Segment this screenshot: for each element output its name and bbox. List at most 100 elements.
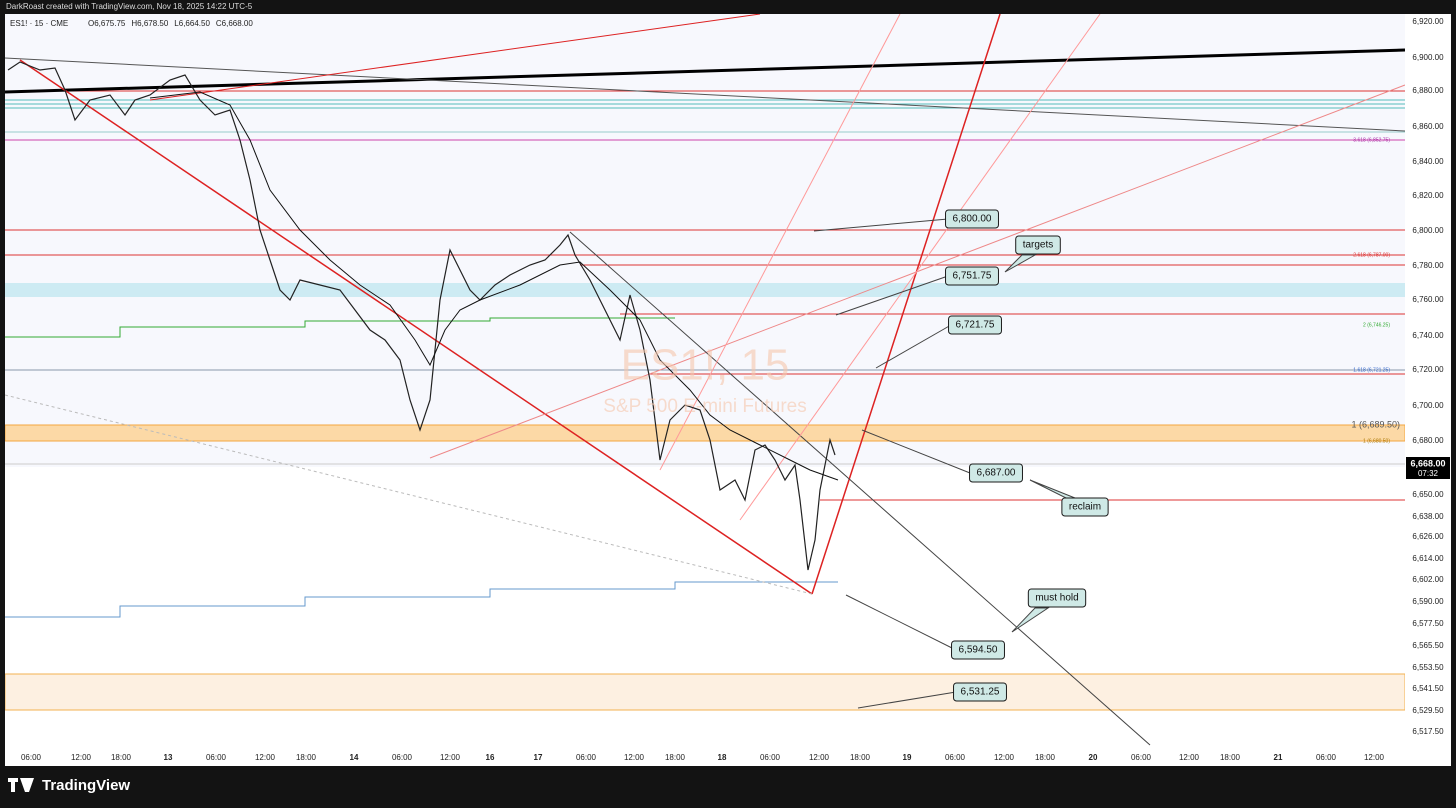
time-label: 12:00 (624, 753, 645, 762)
moving-average (149, 91, 839, 481)
annotation-box (951, 640, 1005, 660)
price-label: 6,720.00 (1412, 365, 1444, 374)
time-label: 13 (164, 753, 173, 762)
ohlc-value: C6,668.00 (216, 19, 253, 28)
price-label: 6,638.00 (1412, 512, 1444, 521)
price-label: 6,700.00 (1412, 401, 1444, 410)
time-label: 06:00 (1131, 753, 1152, 762)
annotation: must hold (1027, 588, 1087, 608)
time-label: 12:00 (255, 753, 276, 762)
price-axis (1405, 14, 1456, 767)
annotation-text: 6,531.25 (961, 687, 1000, 698)
annotation: 6,721.75 (948, 315, 1002, 335)
time-label: 12:00 (1364, 753, 1385, 762)
time-label: 12:00 (1179, 753, 1200, 762)
levels (4, 13, 1406, 746)
price-label: 6,541.50 (1412, 684, 1444, 693)
price-label: 6,529.50 (1412, 706, 1444, 715)
time-label: 18:00 (850, 753, 871, 762)
annotation-box (953, 682, 1007, 702)
ohlc-value: L6,664.50 (174, 19, 210, 28)
time-label: 18:00 (1035, 753, 1056, 762)
annotation-box (1061, 497, 1109, 517)
time-label: 06:00 (392, 753, 413, 762)
annotation-text: 6,751.75 (953, 271, 992, 282)
annotation-text: reclaim (1069, 502, 1101, 513)
annotation-text: targets (1023, 240, 1054, 251)
fib-label: 1 (6,689.50) (1351, 419, 1400, 429)
price-label: 6,626.00 (1412, 532, 1444, 541)
annotation-box (969, 463, 1023, 483)
fib-label: 3.618 (6,852.75) (1353, 137, 1390, 143)
price-path (7, 61, 836, 571)
price-label: 6,590.00 (1412, 597, 1444, 606)
annotation: 6,531.25 (953, 682, 1007, 702)
time-label: 18 (718, 753, 727, 762)
price-label: 6,840.00 (1412, 157, 1444, 166)
fib-label: 2 (6,746.25) (1363, 322, 1390, 328)
price-label: 6,740.00 (1412, 331, 1444, 340)
price-label: 6,680.00 (1412, 436, 1444, 445)
attribution: DarkRoast created with TradingView.com, … (6, 2, 253, 11)
price-label: 6,614.00 (1412, 554, 1444, 563)
time-label: 12:00 (440, 753, 461, 762)
fib-label: 1 (6,680.50) (1363, 438, 1390, 444)
price-label: 6,602.00 (1412, 575, 1444, 584)
price-label: 6,900.00 (1412, 53, 1444, 62)
time-label: 18:00 (111, 753, 132, 762)
time-label: 06:00 (21, 753, 42, 762)
time-label: 18:00 (296, 753, 317, 762)
left-border (0, 14, 5, 767)
time-label: 12:00 (994, 753, 1015, 762)
symbol-line: ES1! · 15 · CME (10, 19, 68, 28)
price-label: 6,565.50 (1412, 641, 1444, 650)
annotation-text: 6,687.00 (977, 468, 1016, 479)
right-border (1451, 14, 1456, 767)
annotation: 6,687.00 (969, 463, 1023, 483)
ohlc-value: O6,675.75 (88, 19, 126, 28)
annotation-text: 6,721.75 (956, 320, 995, 331)
price-label: 6,760.00 (1412, 295, 1444, 304)
logo (8, 778, 34, 792)
annotation-box (1015, 235, 1061, 255)
ohlc-value: H6,678.50 (131, 19, 168, 28)
time-label: 12:00 (809, 753, 830, 762)
price-label: 6,920.00 (1412, 17, 1444, 26)
zone (4, 673, 1406, 711)
time-label: 19 (903, 753, 912, 762)
price-label: 6,860.00 (1412, 122, 1444, 131)
zone (4, 424, 1406, 442)
fib-label: 2.618 (6,787.00) (1353, 252, 1390, 258)
footer-bar (0, 766, 1456, 803)
annotation: targets (1015, 235, 1061, 255)
annotation-box (1027, 588, 1087, 608)
annotation: reclaim (1061, 497, 1109, 517)
time-label: 18:00 (1220, 753, 1241, 762)
time-label: 14 (350, 753, 359, 762)
time-label: 21 (1274, 753, 1283, 762)
last-price: 6,668.00 (1410, 458, 1445, 468)
price-label: 6,650.00 (1412, 490, 1444, 499)
annotation-box (945, 266, 999, 286)
callout-leaders (813, 218, 1081, 709)
price-label: 6,820.00 (1412, 191, 1444, 200)
time-label: 17 (534, 753, 543, 762)
time-label: 06:00 (206, 753, 227, 762)
time-label: 06:00 (1316, 753, 1337, 762)
top-bar (0, 0, 1456, 14)
time-label: 18:00 (665, 753, 686, 762)
watermark-description: S&P 500 E-mini Futures (603, 396, 806, 417)
fib-label: 1.618 (6,721.25) (1353, 367, 1390, 373)
price-label: 6,800.00 (1412, 226, 1444, 235)
watermark-symbol: ES1!, 15 (621, 341, 790, 390)
time-label: 12:00 (71, 753, 92, 762)
time-label: 06:00 (945, 753, 966, 762)
annotation-box (948, 315, 1002, 335)
time-label: 20 (1089, 753, 1098, 762)
time-label: 06:00 (760, 753, 781, 762)
annotation-text: 6,800.00 (953, 214, 992, 225)
price-label: 6,517.50 (1412, 727, 1444, 736)
price-label: 6,780.00 (1412, 261, 1444, 270)
